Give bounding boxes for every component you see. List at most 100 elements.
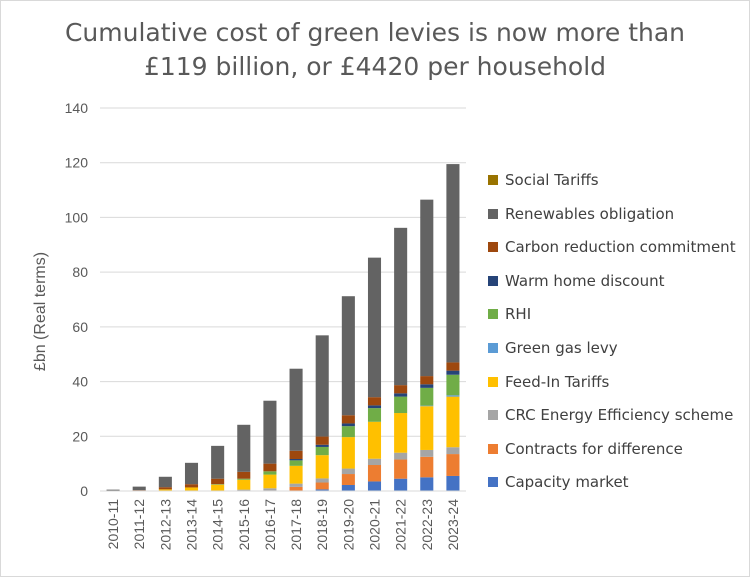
bar-segment-green-gas-levy xyxy=(446,395,460,397)
bar-segment-crc-energy-efficiency-scheme xyxy=(367,458,382,466)
bar-segment-carbon-reduction-commitment xyxy=(315,436,329,445)
legend-swatch xyxy=(488,208,498,219)
bar-segment-renewables-obligation xyxy=(237,424,251,472)
bar-segment-renewables-obligation xyxy=(394,227,408,386)
legend-label: Renewables obligation xyxy=(505,204,675,223)
bar-segment-renewables-obligation xyxy=(420,199,434,377)
bar-segment-capacity-market xyxy=(394,478,408,491)
legend-item: Capacity market xyxy=(488,472,629,492)
legend-item: Feed-In Tariffs xyxy=(488,372,609,392)
bar-segment-feed-in-tariffs xyxy=(315,455,329,479)
bar-segment-renewables-obligation xyxy=(106,489,120,491)
bar-segment-carbon-reduction-commitment xyxy=(237,471,251,479)
bar-segment-rhi xyxy=(237,478,251,480)
bar-segment-renewables-obligation xyxy=(132,486,146,491)
y-tick-label: 80 xyxy=(72,264,88,280)
bar-segment-carbon-reduction-commitment xyxy=(184,484,199,488)
bar-segment-renewables-obligation xyxy=(184,462,199,485)
legend-item: Green gas levy xyxy=(488,338,618,358)
y-tick-label: 60 xyxy=(72,319,88,335)
bar-segment-warm-home-discount xyxy=(420,384,434,388)
bar-segment-carbon-reduction-commitment xyxy=(341,415,355,424)
bar-segment-warm-home-discount xyxy=(367,405,382,409)
bar-segment-contracts-for-difference xyxy=(446,454,460,476)
y-tick-label: 0 xyxy=(80,483,88,499)
bar-segment-contracts-for-difference xyxy=(367,465,382,482)
legend-swatch xyxy=(488,477,498,488)
legend-item: Warm home discount xyxy=(488,271,664,291)
x-tick-label: 2018-19 xyxy=(314,499,330,551)
legend-swatch xyxy=(488,275,498,286)
bar-segment-carbon-reduction-commitment xyxy=(263,463,277,472)
bar-segment-rhi xyxy=(446,374,460,396)
legend-label: CRC Energy Efficiency scheme xyxy=(505,406,734,425)
bar-segment-carbon-reduction-commitment xyxy=(420,376,434,385)
bar-segment-crc-energy-efficiency-scheme xyxy=(315,478,329,483)
bar-segment-contracts-for-difference xyxy=(394,459,408,479)
chart-title: Cumulative cost of green levies is now m… xyxy=(0,16,750,84)
x-tick-label: 2022-23 xyxy=(419,499,435,551)
bar-segment-capacity-market xyxy=(420,477,434,491)
bar-segment-crc-energy-efficiency-scheme xyxy=(420,449,434,457)
bar-segment-renewables-obligation xyxy=(367,257,382,398)
bar-segment-rhi xyxy=(341,426,355,438)
bar-segment-contracts-for-difference xyxy=(420,456,434,478)
bar-segment-crc-energy-efficiency-scheme xyxy=(289,483,303,487)
x-tick-label: 2017-18 xyxy=(288,499,304,551)
bar-segment-rhi xyxy=(315,446,329,456)
bar-segment-contracts-for-difference xyxy=(289,486,303,491)
x-tick-label: 2015-16 xyxy=(236,499,252,551)
legend-item: Renewables obligation xyxy=(488,204,674,224)
legend-item: CRC Energy Efficiency scheme xyxy=(488,405,733,425)
x-tick-label: 2019-20 xyxy=(340,499,356,551)
legend-swatch xyxy=(488,376,498,387)
bar-segment-rhi xyxy=(289,460,303,466)
legend-swatch xyxy=(488,410,498,421)
bar-segment-warm-home-discount xyxy=(315,444,329,447)
legend-swatch xyxy=(488,242,498,253)
x-axis-ticks: 2010-11 2011-12 2012-13 2013-14 2014-15 2015-… xyxy=(105,499,461,551)
bar-segment-crc-energy-efficiency-scheme xyxy=(394,452,408,460)
bar-segment-capacity-market xyxy=(446,475,460,491)
legend-item: Social Tariffs xyxy=(488,170,599,190)
x-tick-label: 2021-22 xyxy=(393,499,409,551)
bar-segment-capacity-market xyxy=(367,481,382,491)
bar-segment-carbon-reduction-commitment xyxy=(289,450,303,459)
gridlines xyxy=(100,107,466,437)
bar-segment-crc-energy-efficiency-scheme xyxy=(341,468,355,475)
bar-segment-rhi xyxy=(263,471,277,475)
legend-swatch xyxy=(488,443,498,454)
bar-segment-crc-energy-efficiency-scheme xyxy=(263,488,277,491)
bar-segment-feed-in-tariffs xyxy=(446,396,460,448)
bar-segment-warm-home-discount xyxy=(394,393,408,397)
y-tick-label: 140 xyxy=(65,100,89,116)
bar-segment-carbon-reduction-commitment xyxy=(394,385,408,394)
bar-segment-rhi xyxy=(211,484,225,485)
x-tick-label: 2020-21 xyxy=(367,499,383,551)
bar-segment-renewables-obligation xyxy=(211,445,225,479)
bar-segment-renewables-obligation xyxy=(341,296,355,416)
legend-item: Carbon reduction commitment xyxy=(488,237,736,257)
y-axis-ticks: 0 20 40 60 80 100 120 140 xyxy=(65,100,89,499)
x-tick-label: 2013-14 xyxy=(184,499,200,551)
x-tick-label: 2014-15 xyxy=(210,499,226,551)
bar-segment-feed-in-tariffs xyxy=(158,489,172,491)
bar-segment-feed-in-tariffs xyxy=(184,487,199,491)
legend-item: Contracts for difference xyxy=(488,439,683,459)
bar-segment-feed-in-tariffs xyxy=(367,421,382,459)
bar-segment-capacity-market xyxy=(341,484,355,491)
legend-label: Warm home discount xyxy=(505,271,665,290)
y-axis-label: £bn (Real terms) xyxy=(32,252,49,371)
bar-segment-contracts-for-difference xyxy=(315,482,329,490)
bar-segment-feed-in-tariffs xyxy=(289,465,303,484)
y-tick-label: 40 xyxy=(72,374,88,390)
bar-segment-feed-in-tariffs xyxy=(237,479,251,490)
legend-swatch xyxy=(488,175,498,185)
bar-segment-contracts-for-difference xyxy=(341,474,355,485)
y-tick-label: 100 xyxy=(65,209,89,225)
bar-segment-crc-energy-efficiency-scheme xyxy=(237,489,251,491)
x-tick-label: 2011-12 xyxy=(131,499,147,550)
legend-label: Green gas levy xyxy=(505,339,618,357)
bar-segment-warm-home-discount xyxy=(446,370,460,375)
bar-segment-renewables-obligation xyxy=(158,476,172,488)
